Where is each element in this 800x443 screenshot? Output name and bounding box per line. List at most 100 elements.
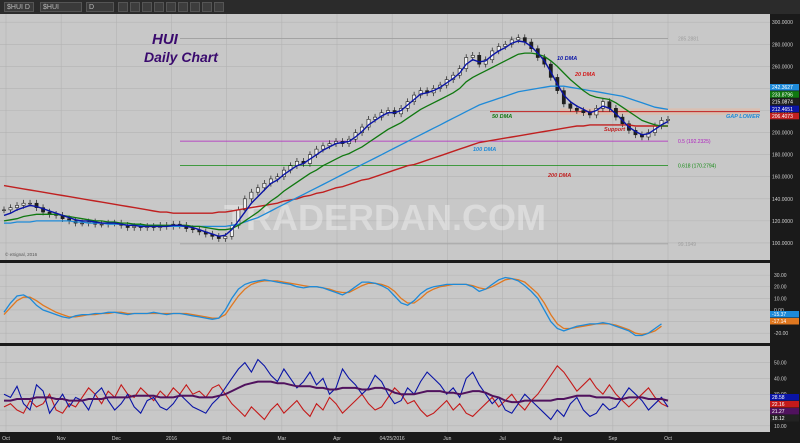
x-tick-label: Apr: [333, 436, 341, 442]
candle-body: [483, 59, 488, 65]
x-tick-label: Oct: [2, 436, 10, 442]
candle-body: [190, 228, 195, 231]
oscillator-tick-label: 20.00: [774, 285, 787, 291]
candle-body: [8, 207, 13, 211]
candle-body: [470, 55, 475, 58]
value-tag-label: 21.27: [772, 409, 785, 415]
candle-body: [503, 43, 508, 47]
symbol-title[interactable]: $HUI D: [4, 2, 34, 12]
level-label: 99.1949: [678, 242, 696, 248]
chart-subtitle: Daily Chart: [144, 49, 219, 65]
watermark: TRADERDAN.COM: [224, 197, 546, 238]
200-dma-line: [3, 124, 668, 214]
value-tag-box: [770, 415, 799, 422]
value-tag-label: -17.14: [772, 319, 786, 325]
candle-body: [262, 183, 267, 189]
x-tick-label: Oct: [664, 436, 672, 442]
value-tag-box: [770, 401, 799, 408]
toolbar-button[interactable]: [142, 2, 152, 12]
oscillator-tick-label: -20.00: [774, 331, 788, 337]
value-tag-label: 18.12: [772, 416, 785, 422]
candle-body: [15, 205, 19, 208]
moving-averages: [3, 40, 669, 238]
oscillator-lines: [3, 276, 662, 337]
price-tick-label: 120.0000: [772, 219, 793, 225]
candle-body: [34, 202, 39, 208]
toolbar-button[interactable]: [190, 2, 200, 12]
candle-body: [516, 37, 521, 41]
10-dma-line: [3, 40, 669, 238]
value-tag-box: [770, 318, 799, 325]
value-tag-label: 233.8796: [772, 92, 793, 98]
symbol-input[interactable]: $HUI: [40, 2, 82, 12]
candle-body: [255, 187, 260, 193]
x-tick-label: 04/25/2016: [380, 436, 405, 442]
candle-body: [80, 222, 85, 225]
toolbar-button[interactable]: [118, 2, 128, 12]
value-tag-label: 212.4651: [772, 107, 793, 113]
x-tick-label: 2016: [166, 436, 177, 442]
annotations: 10 DMA 20 DMA 50 DMA 100 DMA 200 DMA Support G…: [473, 56, 760, 179]
horizontal-levels: 285.2881 0.5 (192.2325) 0.618 (170.2794) 99…: [180, 36, 716, 248]
x-tick-label: Feb: [222, 436, 231, 442]
interval-select[interactable]: D: [86, 2, 114, 12]
candle-body: [373, 116, 377, 120]
oscillator-main-line: [3, 276, 662, 337]
toolbar-button[interactable]: [166, 2, 176, 12]
level-label: 0.618 (170.2794): [678, 163, 716, 169]
toolbar: $HUI D $HUI D: [0, 0, 800, 15]
value-tag-box: [770, 408, 799, 415]
price-tick-label: 260.0000: [772, 64, 793, 70]
toolbar-button[interactable]: [130, 2, 140, 12]
x-tick-label: Jul: [499, 436, 505, 442]
chart-annotation: 200 DMA: [547, 173, 571, 179]
dmi-lines: [3, 358, 669, 421]
toolbar-button[interactable]: [202, 2, 212, 12]
price-tick-label: 300.0000: [772, 20, 793, 26]
value-tag-label: -15.37: [772, 312, 786, 318]
level-label: 285.2881: [678, 36, 699, 42]
x-tick-label: Jun: [443, 436, 451, 442]
dmi-plus-line: [3, 358, 669, 421]
candle-body: [132, 226, 137, 228]
oscillator-tick-label: 30.00: [774, 273, 787, 279]
candle-body: [568, 103, 573, 109]
oscillator-tick-label: 10.00: [774, 296, 787, 302]
x-tick-label: Mar: [278, 436, 287, 442]
candle-body: [242, 198, 247, 211]
value-tag-box: [770, 311, 799, 318]
chart-annotation: 20 DMA: [574, 72, 595, 78]
candle-body: [327, 143, 332, 147]
x-tick-label: Nov: [57, 436, 66, 442]
x-tick-label: Sep: [608, 436, 617, 442]
chart-annotation: GAP LOWER: [726, 114, 760, 120]
value-tag-box: [770, 112, 799, 120]
dmi-tick-label: 50.00: [774, 361, 787, 367]
price-tick-label: 140.0000: [772, 197, 793, 203]
candle-body: [2, 209, 6, 211]
copyright-text: © eSignal, 2016: [5, 251, 38, 257]
50-dma-line: [3, 52, 668, 231]
candle-body: [418, 90, 423, 96]
value-tag-label: 215.0874: [772, 100, 793, 106]
price-tick-label: 280.0000: [772, 42, 793, 48]
toolbar-button[interactable]: [214, 2, 224, 12]
toolbar-button[interactable]: [154, 2, 164, 12]
chart-title: HUI: [152, 31, 179, 48]
chart-annotation: 100 DMA: [473, 147, 496, 153]
value-tag-box: [770, 394, 799, 401]
dmi-tick-label: 40.00: [774, 376, 787, 382]
chart-annotation: Support: [604, 127, 626, 133]
dmi-tick-label: 10.00: [774, 424, 787, 430]
toolbar-button[interactable]: [178, 2, 188, 12]
candle-body: [223, 236, 228, 239]
chart-annotation: 50 DMA: [492, 114, 512, 120]
candle-body: [21, 202, 26, 206]
100-dma-line: [4, 85, 669, 228]
candle-body: [646, 132, 651, 138]
price-tick-label: 200.0000: [772, 131, 793, 137]
value-tag-box: [770, 91, 799, 98]
value-tag-label: 206.4073: [772, 114, 793, 120]
candle-body: [666, 119, 670, 121]
